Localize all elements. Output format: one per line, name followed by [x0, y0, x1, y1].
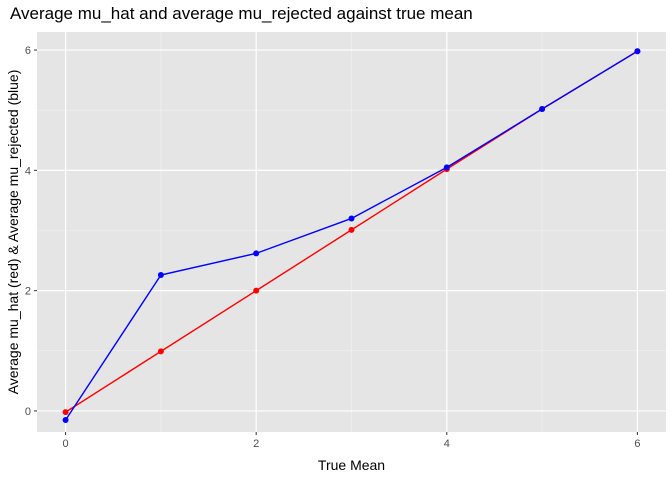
data-point	[539, 105, 546, 112]
x-tick-label: 2	[253, 438, 259, 450]
x-axis-title: True Mean	[318, 457, 385, 473]
y-tick-label: 0	[25, 406, 31, 418]
y-tick-label: 6	[25, 45, 31, 57]
x-axis: 0 2 4 6	[63, 432, 640, 450]
x-tick-label: 0	[63, 438, 69, 450]
y-axis-title: Average mu_hat (red) & Average mu_reject…	[5, 70, 21, 395]
x-tick-label: 4	[444, 438, 450, 450]
data-point	[157, 272, 164, 279]
data-point	[62, 409, 69, 416]
x-tick-label: 6	[634, 438, 640, 450]
data-point	[348, 215, 355, 222]
data-point	[253, 287, 260, 294]
series-2	[62, 48, 641, 423]
data-point	[634, 48, 641, 55]
series-layer	[62, 48, 641, 423]
chart-title: Average mu_hat and average mu_rejected a…	[10, 4, 473, 23]
data-point	[62, 416, 69, 423]
major-gridlines	[37, 32, 666, 432]
data-point	[253, 250, 260, 257]
data-point	[348, 226, 355, 233]
y-tick-label: 2	[25, 286, 31, 298]
data-point	[157, 348, 164, 355]
data-point	[443, 164, 450, 171]
y-axis: 0 2 4 6	[25, 45, 37, 418]
y-tick-label: 4	[25, 165, 31, 177]
